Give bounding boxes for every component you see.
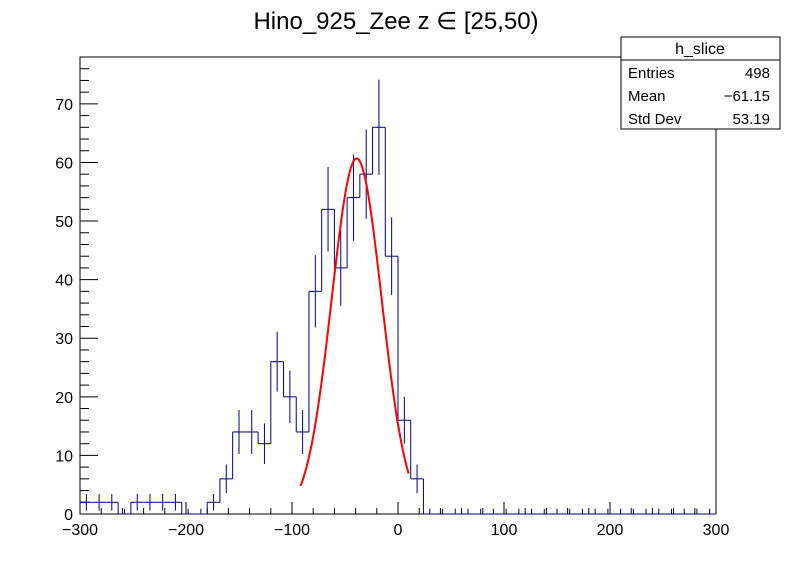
stats-box-frame [620,36,781,130]
stats-mean-value: −61.15 [724,88,770,105]
y-tick-label: 10 [55,448,73,465]
x-tick-label: −100 [274,522,310,539]
gaussian-fit-curve [299,157,410,487]
axis-ticks: −300 −200 −100 0 100 200 300 0 10 20 30 40 50 60 70 [55,68,730,539]
y-tick-label: 40 [55,273,73,290]
stats-stddev-label: Std Dev [628,111,682,128]
fit-curve-group [299,157,410,487]
x-tick-label: 300 [703,522,730,539]
x-tick-label: 200 [597,522,624,539]
y-tick-label: 30 [55,331,73,348]
x-tick-label: 0 [394,522,403,539]
stats-mean-label: Mean [628,88,666,105]
chart-title: Hino_925_Zee z ∈ [25,50) [253,8,538,35]
stats-box: h_slice Entries 498 Mean −61.15 Std Dev … [620,36,781,130]
y-tick-label: 60 [55,155,73,172]
x-tick-label: 100 [491,522,518,539]
histogram-series [80,79,716,515]
y-tick-label: 20 [55,390,73,407]
y-tick-label: 50 [55,214,73,231]
y-tick-label: 0 [64,507,73,524]
stats-entries-value: 498 [745,65,770,82]
stats-stddev-value: 53.19 [732,111,770,128]
x-tick-label: −200 [168,522,204,539]
y-tick-label: 70 [55,97,73,114]
x-tick-label: −300 [62,522,98,539]
stats-entries-label: Entries [628,65,675,82]
stats-box-title: h_slice [675,41,725,58]
